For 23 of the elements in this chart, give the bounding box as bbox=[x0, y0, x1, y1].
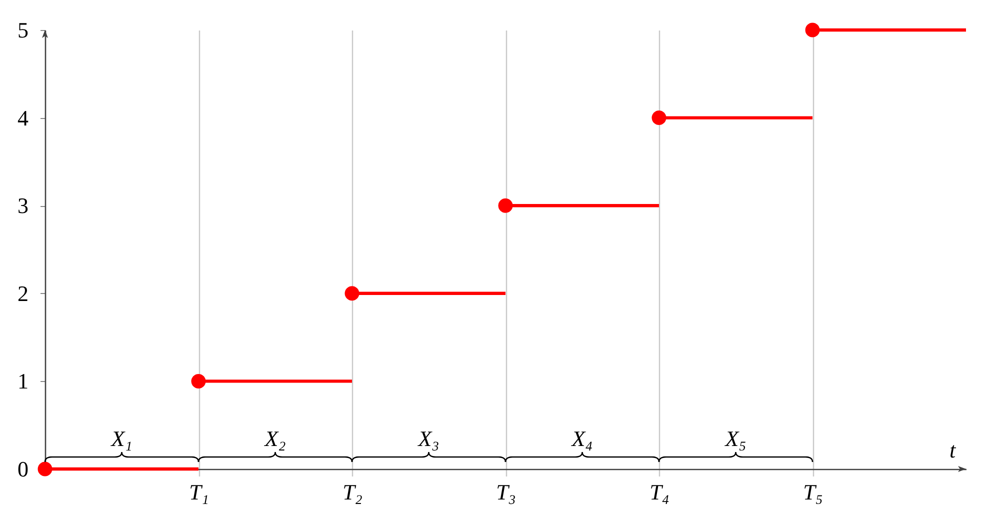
x-tick-label: T₂ bbox=[342, 480, 363, 504]
annotation: X₄ bbox=[570, 426, 593, 451]
point bbox=[805, 22, 820, 38]
annotation: X₃ bbox=[417, 426, 440, 451]
point bbox=[498, 198, 513, 213]
x-tick-label: T₁ bbox=[189, 480, 209, 504]
point bbox=[652, 110, 666, 126]
x-axis-title: t bbox=[949, 438, 956, 462]
annotation: X₅ bbox=[724, 426, 746, 451]
point bbox=[191, 374, 206, 388]
y-tick-label: 2 bbox=[18, 280, 28, 306]
y-tick-label: 0 bbox=[18, 456, 28, 482]
y-tick-label: 1 bbox=[18, 368, 28, 394]
point bbox=[38, 462, 52, 476]
y-tick-label: 3 bbox=[18, 193, 28, 218]
annotation: X₂ bbox=[264, 426, 286, 451]
x-tick-label: T₅ bbox=[803, 480, 823, 504]
x-tick-label: T₃ bbox=[496, 480, 516, 504]
annotation: X₁ bbox=[110, 426, 132, 451]
y-tick-label: 5 bbox=[18, 18, 28, 42]
y-tick-label: 4 bbox=[18, 105, 28, 130]
point bbox=[344, 286, 360, 301]
x-tick-label: T₄ bbox=[650, 480, 670, 504]
